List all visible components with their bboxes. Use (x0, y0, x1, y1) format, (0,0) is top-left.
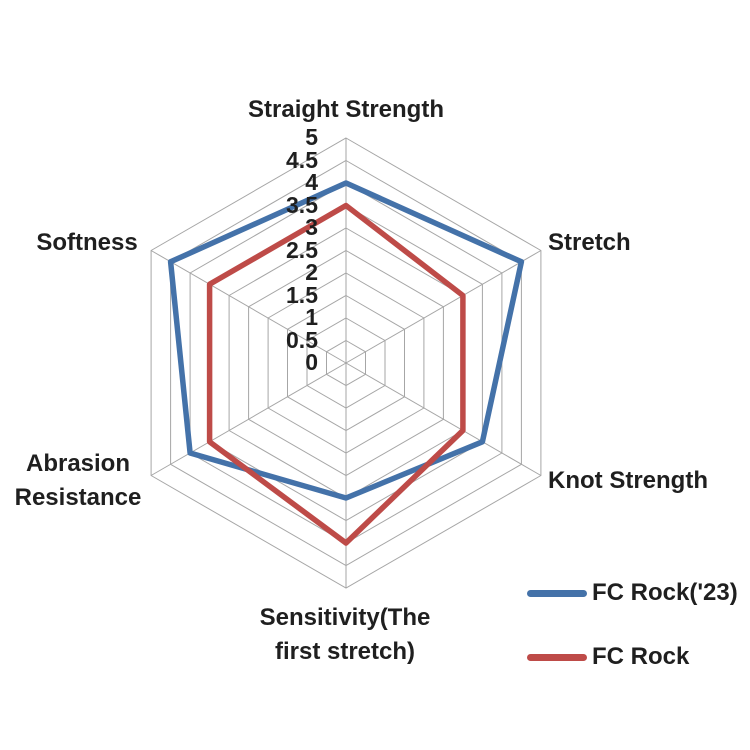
legend: FC Rock('23) FC Rock (527, 579, 738, 707)
legend-line-swatch-blue (527, 589, 587, 597)
axis-label-softness: Softness (36, 228, 138, 256)
grid-spoke (150, 362, 347, 476)
legend-item-fc-rock: FC Rock (527, 643, 738, 671)
tick-label-4: 4 (305, 168, 318, 195)
tick-label-5: 5 (305, 123, 318, 150)
tick-label-1.5: 1.5 (286, 281, 318, 308)
legend-item-fc-rock-23: FC Rock('23) (527, 579, 738, 607)
axis-label-abrasion-resistance: Abrasion Resistance (14, 449, 142, 511)
legend-label-fc-rock-23: FC Rock('23) (592, 579, 738, 606)
series-polygon-fc-rock-23 (167, 180, 525, 501)
axis-label-stretch: Stretch (548, 228, 631, 256)
series-polygon-fc-rock (206, 202, 466, 546)
tick-label-4.5: 4.5 (286, 146, 318, 173)
tick-label-2.5: 2.5 (286, 236, 318, 263)
tick-label-0: 0 (305, 348, 318, 375)
tick-label-3: 3 (305, 213, 318, 240)
tick-label-2: 2 (305, 258, 318, 285)
tick-label-3.5: 3.5 (286, 191, 318, 218)
axis-label-straight-strength: Straight Strength (248, 95, 444, 123)
grid-spoke (345, 250, 542, 364)
grid-spoke (345, 362, 542, 476)
axis-label-sensitivity: Sensitivity(The first stretch) (259, 603, 431, 665)
legend-line-swatch-red (527, 653, 587, 661)
axis-label-knot-strength: Knot Strength (548, 466, 708, 494)
grid-spoke (150, 250, 347, 364)
tick-label-0.5: 0.5 (286, 326, 318, 353)
legend-label-fc-rock: FC Rock (592, 643, 690, 670)
tick-label-1: 1 (305, 303, 318, 330)
